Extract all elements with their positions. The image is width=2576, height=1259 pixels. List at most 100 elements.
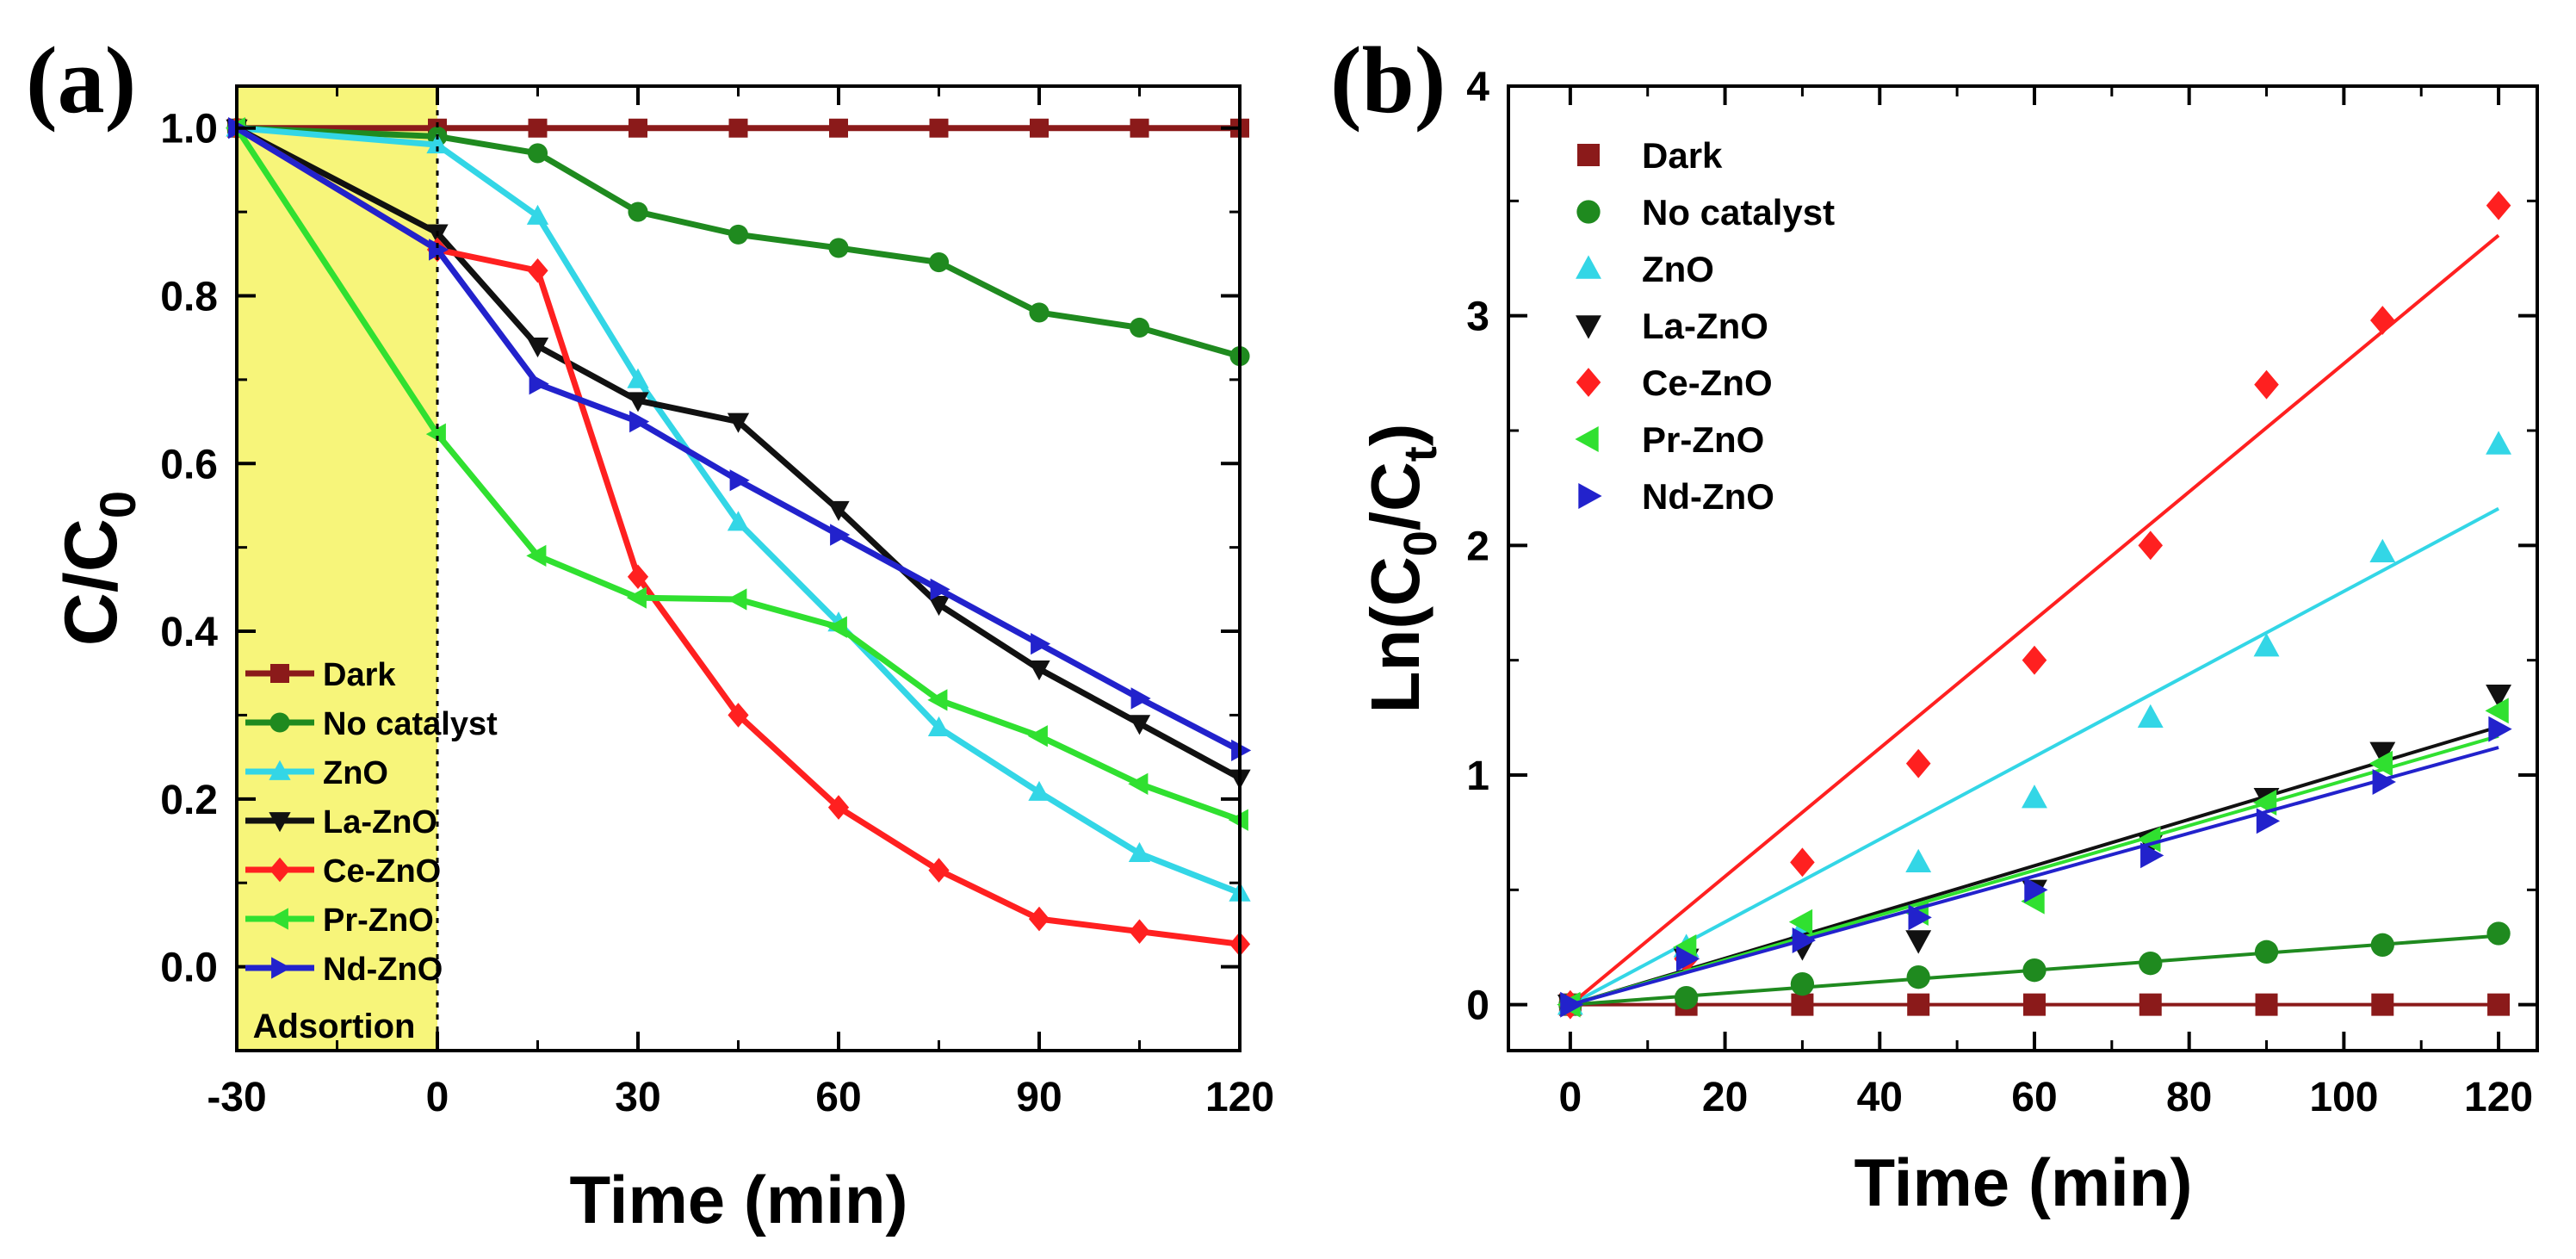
panel-b-point-ce-zno xyxy=(2254,369,2279,400)
panel-b-legend-label: Pr-ZnO xyxy=(1642,419,1764,460)
panel-b-point-zno xyxy=(2022,785,2047,809)
panel-a-shaded-region xyxy=(237,86,437,1051)
panel-b-y-title-mid: /C xyxy=(1357,462,1434,530)
panel-b-legend-entry-dark: Dark xyxy=(1577,135,1723,176)
panel-b-series-nd-zno xyxy=(1560,716,2512,1018)
panel-b-point-nd-zno xyxy=(2140,842,2164,869)
panel-b-y-title-sub2: t xyxy=(1395,446,1446,462)
panel-b-legend-entry-nd-zno: Nd-ZnO xyxy=(1578,476,1774,517)
panel-b-point-no-catalyst xyxy=(2254,940,2279,964)
panel-a-legend-marker xyxy=(270,664,289,683)
panel-b-point-no-catalyst xyxy=(2139,952,2163,976)
panel-b-x-axis-title: Time (min) xyxy=(1855,1144,2193,1220)
panel-a-point-no-catalyst xyxy=(828,238,849,258)
panel-b-point-dark xyxy=(1791,993,1814,1016)
panel-b-y-tick-label: 0 xyxy=(1466,983,1489,1029)
panel-b-legend-label: No catalyst xyxy=(1642,192,1835,233)
panel-b-point-dark xyxy=(2022,993,2046,1016)
panel-b-point-la-zno xyxy=(1905,930,1932,954)
panel-b-point-ce-zno xyxy=(2370,306,2395,335)
panel-a-point-zno xyxy=(1128,841,1151,863)
panel-a-legend-label: Ce-ZnO xyxy=(323,853,441,890)
panel-b-series-dark xyxy=(1558,993,2511,1016)
panel-a-point-nd-zno xyxy=(429,239,449,261)
panel-b-legend-label: Dark xyxy=(1642,135,1723,176)
panel-a-legend-entry-zno: ZnO xyxy=(245,755,388,791)
panel-b-y-tick-label: 2 xyxy=(1466,524,1489,569)
panel-b-fit-line-nd-zno xyxy=(1570,746,2499,1007)
panel-a-point-pr-zno xyxy=(626,586,647,609)
panel-a-point-no-catalyst xyxy=(928,251,950,273)
panel-a-series-nd-zno xyxy=(228,117,1252,761)
panel-a: -30 0 30 60 90 120 0.0 0.2 0.4 0.6 0.8 1.0 (a) Time… xyxy=(26,28,1274,1237)
panel-b-legend-marker xyxy=(1577,144,1600,166)
panel-a-point-zno xyxy=(426,133,449,154)
panel-a-point-no-catalyst xyxy=(1029,302,1050,323)
panel-a-point-zno xyxy=(1028,780,1050,801)
panel-b-point-dark xyxy=(2371,993,2394,1016)
panel-a-line-zno xyxy=(236,125,1242,896)
panel-b-point-zno xyxy=(2253,633,2280,657)
panel-a-point-ce-zno xyxy=(728,703,749,728)
panel-a-line-nd-zno xyxy=(235,125,1242,754)
panel-b-point-la-zno xyxy=(2486,684,2512,709)
panel-b-point-ce-zno xyxy=(2486,190,2511,220)
panel-b-point-no-catalyst xyxy=(1906,965,1930,989)
panel-a-legend-marker xyxy=(269,760,291,780)
panel-a-point-ce-zno xyxy=(527,257,548,283)
panel-a-y-tick-label: 0.0 xyxy=(160,946,218,991)
panel-b-legend-entry-no-catalyst: No catalyst xyxy=(1576,192,1835,233)
panel-a-point-ce-zno xyxy=(1028,906,1050,932)
panel-b-axes: 0 20 40 60 80 100 120 0 1 2 3 4 xyxy=(1466,65,2537,1120)
panel-a-x-tick-label: 60 xyxy=(815,1075,861,1120)
panel-b-y-title-main: Ln(C xyxy=(1357,556,1434,713)
panel-a-y-tick-label: 1.0 xyxy=(160,107,218,152)
panel-a-point-la-zno xyxy=(1128,715,1151,735)
panel-a-line-ce-zno xyxy=(235,125,1241,947)
panel-b-legend-marker xyxy=(1576,255,1601,279)
panel-a-legend-entry-ce-zno: Ce-ZnO xyxy=(245,853,441,890)
panel-a-x-tick-label: 90 xyxy=(1016,1075,1062,1120)
panel-a-x-axis-title: Time (min) xyxy=(570,1162,908,1237)
panel-a-legend-entry-nd-zno: Nd-ZnO xyxy=(245,952,443,988)
panel-b-fit-line-pr-zno xyxy=(1570,734,2499,1007)
panel-a-series-pr-zno xyxy=(225,117,1248,831)
panel-a-legend-label: No catalyst xyxy=(323,706,498,742)
panel-a-legend-label: Pr-ZnO xyxy=(323,902,434,939)
panel-a-point-ce-zno xyxy=(928,858,950,883)
panel-b-legend-entry-pr-zno: Pr-ZnO xyxy=(1575,419,1764,460)
panel-a-legend: Dark No catalyst ZnO La-ZnO Ce-ZnO Pr-ZnO Nd-Z… xyxy=(245,657,498,988)
panel-b-legend: Dark No catalyst ZnO La-ZnO Ce-ZnO Pr-ZnO Nd-Z… xyxy=(1575,135,1835,517)
panel-a-point-nd-zno xyxy=(1130,687,1151,710)
panel-b-legend-label: La-ZnO xyxy=(1642,306,1768,346)
panel-b-y-tick-label: 1 xyxy=(1466,754,1489,799)
panel-a-point-pr-zno xyxy=(827,616,847,638)
panel-b-point-pr-zno xyxy=(2485,698,2509,724)
panel-b-legend-entry-la-zno: La-ZnO xyxy=(1576,306,1768,346)
panel-a-shaded-region-label: Adsortion xyxy=(253,1008,416,1045)
panel-b-series-ce-zno xyxy=(1557,190,2511,1020)
panel-a-x-tick-label: 120 xyxy=(1205,1075,1274,1120)
panel-b-point-la-zno xyxy=(2369,741,2396,766)
panel-a-point-dark xyxy=(528,118,548,138)
panel-b-legend-marker xyxy=(1576,368,1601,397)
panel-a-point-nd-zno xyxy=(830,524,851,546)
panel-a-point-no-catalyst xyxy=(1129,317,1150,338)
panel-a-point-la-zno xyxy=(727,412,750,433)
panel-b-x-tick-label: 100 xyxy=(2309,1075,2378,1120)
panel-a-point-dark xyxy=(629,118,647,138)
panel-b-point-nd-zno xyxy=(2024,877,2048,903)
panel-b-fit-line-zno xyxy=(1569,506,2500,1007)
panel-a-point-zno xyxy=(927,716,951,736)
panel-b-marks xyxy=(1557,190,2512,1020)
panel-b-legend-label: ZnO xyxy=(1642,249,1714,289)
panel-b-point-nd-zno xyxy=(1908,904,1932,931)
panel-a-y-tick-label: 0.4 xyxy=(160,610,218,655)
panel-b-point-nd-zno xyxy=(2488,716,2512,742)
panel-b-point-zno xyxy=(1905,848,1932,873)
panel-a-point-ce-zno xyxy=(827,795,850,820)
panel-a-point-nd-zno xyxy=(729,469,750,492)
panel-a-legend-label: ZnO xyxy=(323,755,388,791)
panel-a-point-ce-zno xyxy=(1129,919,1150,945)
